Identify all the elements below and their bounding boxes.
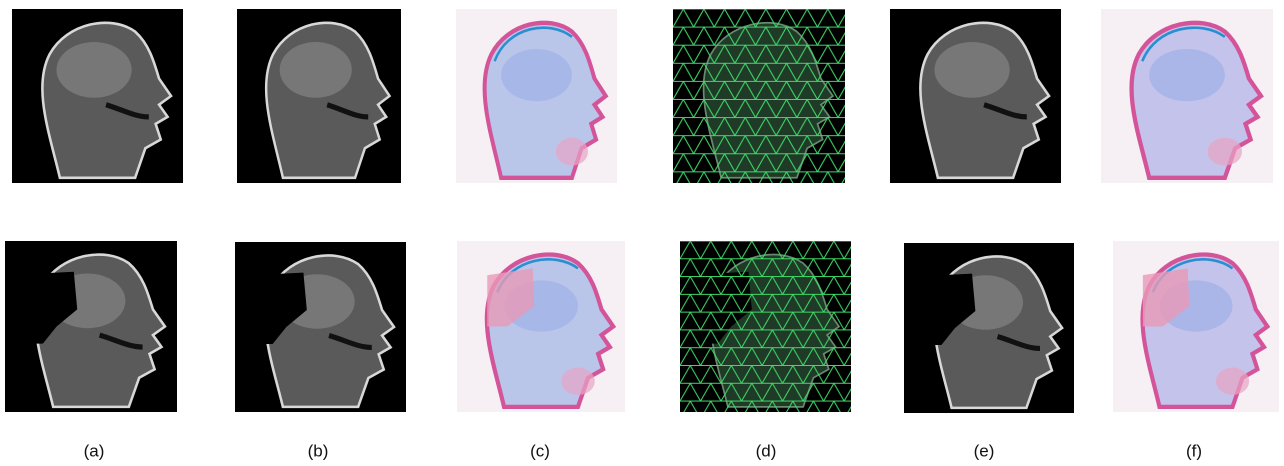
panel-label: (f) bbox=[1186, 441, 1202, 460]
deformation-mesh bbox=[680, 241, 851, 412]
mri-image bbox=[680, 241, 851, 412]
panel-label: (d) bbox=[756, 441, 777, 460]
mri-image bbox=[457, 241, 625, 412]
mri-image bbox=[890, 9, 1061, 183]
mri-image bbox=[235, 242, 406, 412]
resected-region bbox=[487, 268, 535, 327]
mouth bbox=[555, 137, 589, 166]
resected-region bbox=[5, 271, 78, 344]
resected-region bbox=[1142, 268, 1190, 327]
mouth bbox=[561, 367, 595, 395]
mouth bbox=[1215, 367, 1250, 395]
mri-image bbox=[1101, 9, 1273, 183]
airway bbox=[105, 102, 149, 120]
panel-label: (b) bbox=[308, 441, 329, 460]
airway bbox=[983, 102, 1027, 120]
mouth bbox=[1207, 137, 1243, 166]
mri-image bbox=[237, 9, 401, 183]
mri-image bbox=[1113, 241, 1279, 412]
contour bbox=[1141, 26, 1226, 62]
brain bbox=[279, 42, 352, 98]
panel-label: (a) bbox=[84, 441, 105, 460]
contour bbox=[493, 26, 573, 62]
airway bbox=[326, 102, 369, 120]
mri-image bbox=[5, 241, 177, 412]
brain bbox=[934, 42, 1010, 98]
brain bbox=[1149, 49, 1225, 102]
brain bbox=[56, 42, 132, 98]
airway bbox=[996, 334, 1041, 351]
mri-image bbox=[12, 9, 183, 183]
airway bbox=[328, 333, 372, 350]
mri-image bbox=[673, 9, 845, 183]
panel-label: (c) bbox=[530, 441, 550, 460]
mri-image bbox=[904, 243, 1074, 413]
resected-region bbox=[904, 273, 976, 345]
resected-region bbox=[235, 272, 307, 344]
deformation-mesh bbox=[673, 9, 845, 183]
mri-image bbox=[456, 9, 617, 183]
panel-label: (e) bbox=[974, 441, 995, 460]
airway bbox=[98, 332, 143, 350]
brain bbox=[501, 49, 572, 102]
